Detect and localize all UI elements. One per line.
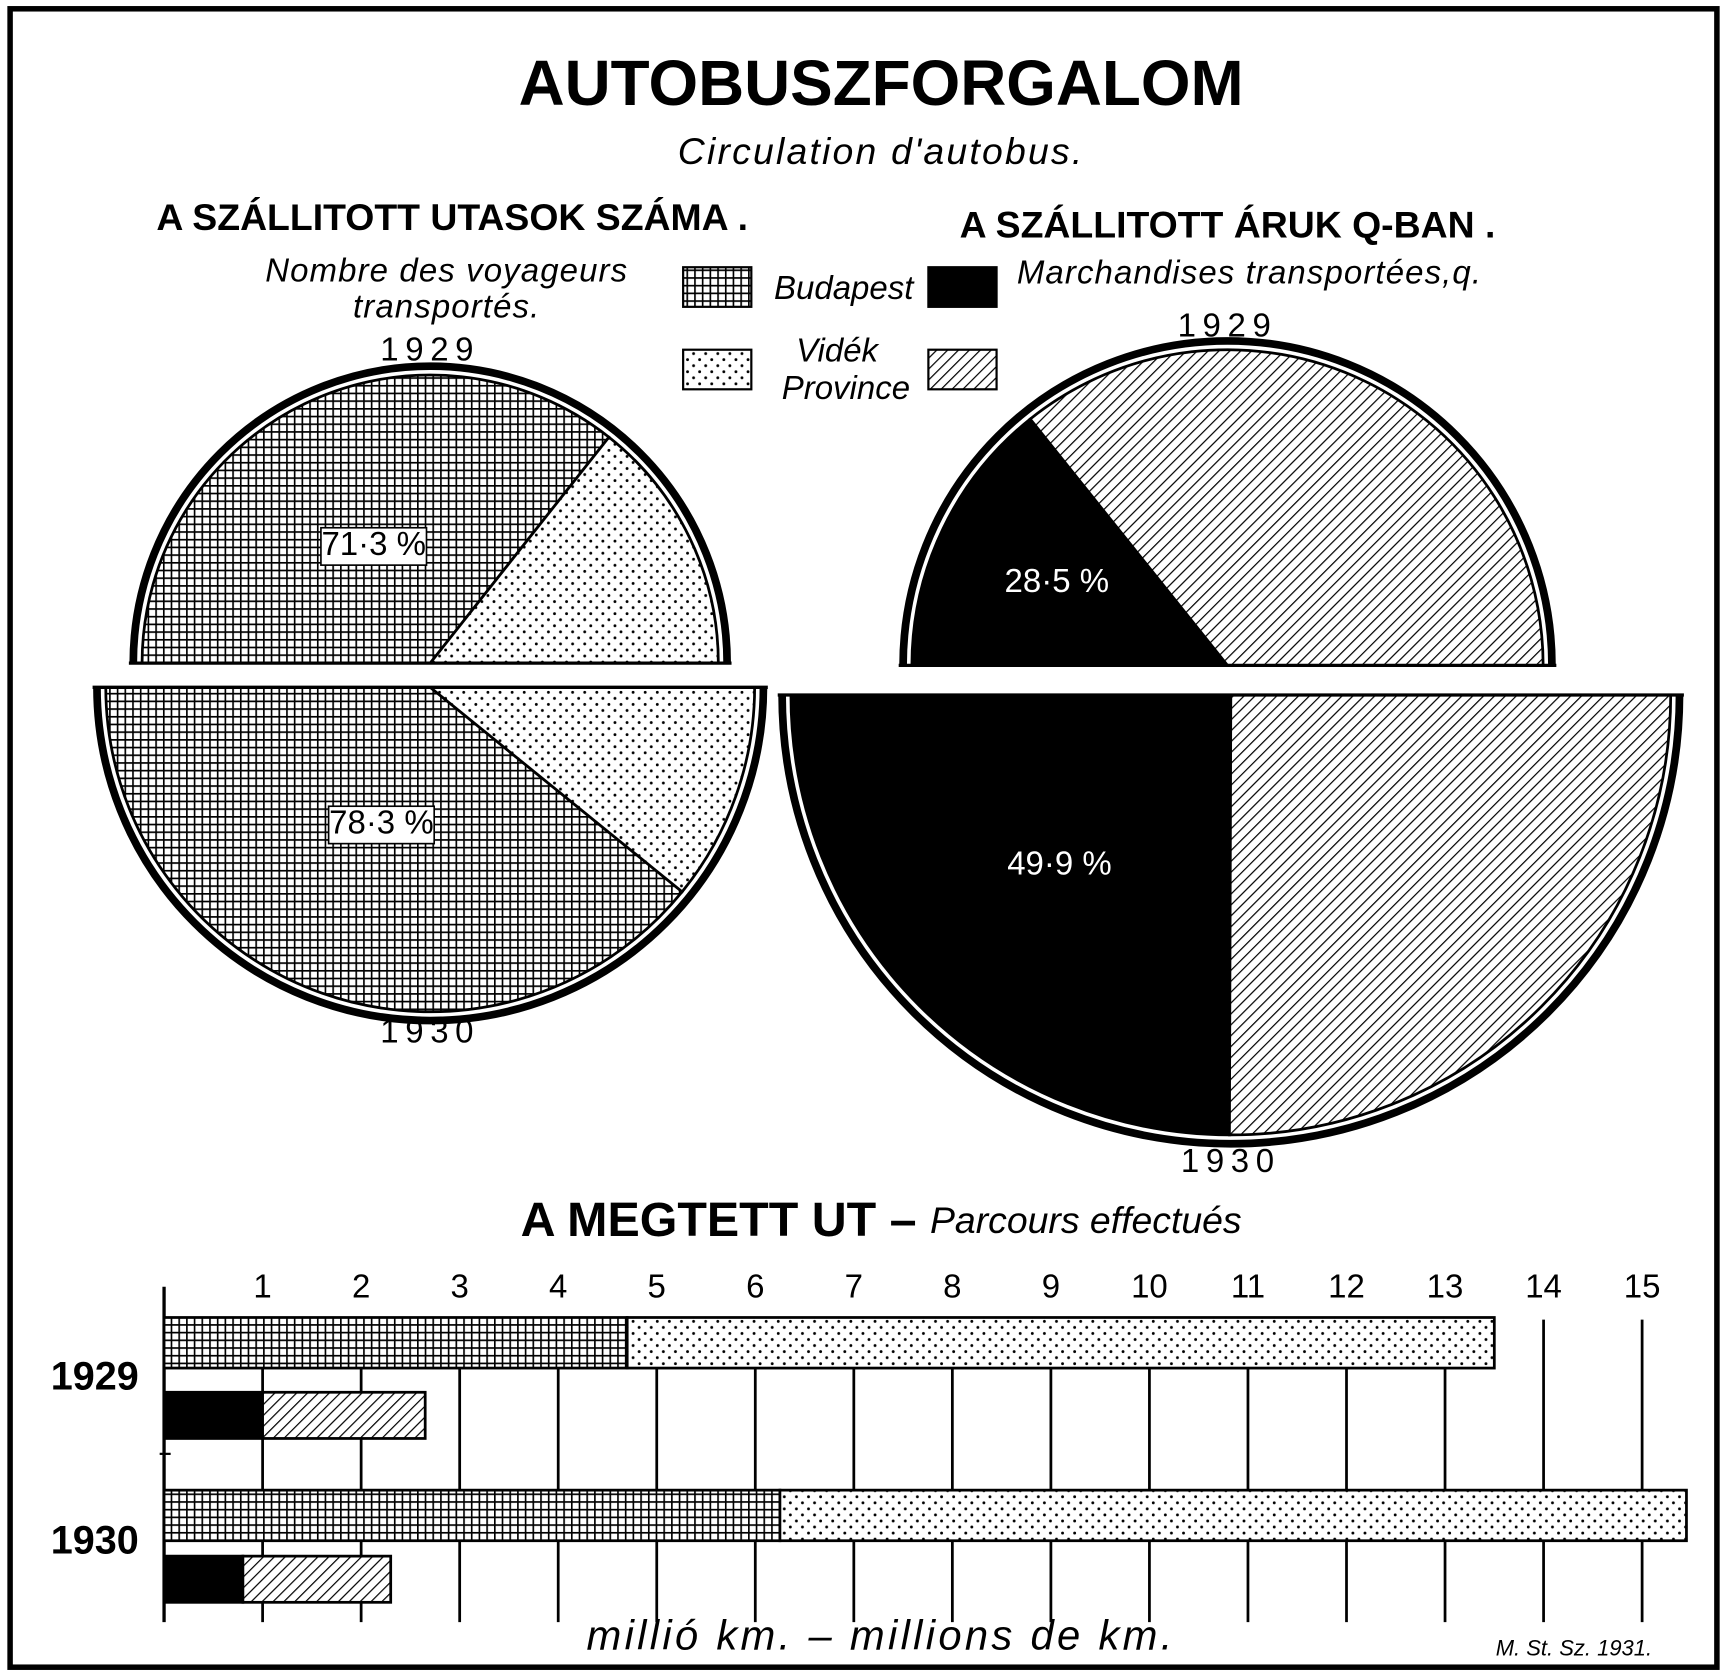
x-tick-label: 10 <box>1131 1268 1168 1305</box>
value-label: 49·9 % <box>1007 845 1112 882</box>
pie-slice <box>1028 348 1545 667</box>
legend-label: Vidék <box>796 332 879 369</box>
pie-slice <box>1228 693 1673 1137</box>
legend: Budapest Vidék Province <box>682 266 998 406</box>
year-label: 1929 <box>1178 306 1278 343</box>
pie-slice <box>910 417 1231 667</box>
pie-slice <box>789 693 1233 1137</box>
x-tick-label: 5 <box>648 1268 666 1305</box>
x-tick-label: 6 <box>746 1268 764 1305</box>
x-tick-label: 4 <box>549 1268 567 1305</box>
pie-rim <box>778 695 1684 1148</box>
value-label: 78·3 % <box>329 804 434 841</box>
x-tick-label: 9 <box>1042 1268 1060 1305</box>
bar <box>162 1488 782 1543</box>
x-tick-label: 15 <box>1624 1268 1661 1305</box>
bar <box>162 1554 245 1604</box>
x-tick-label: 11 <box>1231 1268 1265 1305</box>
pie-rim <box>899 337 1556 666</box>
year-label: 1930 <box>1181 1142 1281 1179</box>
chart-subtitle: Nombre des voyageurs <box>265 251 628 288</box>
legend-swatch <box>927 266 998 308</box>
main-title: AUTOBUSZFORGALOM <box>519 47 1244 119</box>
year-label: 1930 <box>380 1012 480 1049</box>
x-tick-label: 14 <box>1525 1268 1562 1305</box>
bar <box>778 1488 1688 1543</box>
bar <box>162 1390 264 1440</box>
credit: M. St. Sz. 1931. <box>1496 1635 1652 1660</box>
legend-label: Budapest <box>774 269 915 306</box>
pie-rim <box>93 687 768 1025</box>
bar <box>241 1554 393 1604</box>
chart-title: A MEGTETT UT – Parcours effectués <box>521 1193 1242 1247</box>
pie-slice <box>104 685 685 1014</box>
legend-swatch <box>682 348 753 391</box>
value-label-box <box>320 526 428 566</box>
pie-slice <box>140 373 611 665</box>
y-tick-label: 1930 <box>51 1518 139 1562</box>
legend-label: Province <box>782 369 910 406</box>
title-sub: Parcours effectués <box>930 1199 1242 1241</box>
chart-subtitle: transportés. <box>353 288 540 325</box>
value-label-box <box>327 805 436 845</box>
pie-slice <box>427 435 720 665</box>
x-tick-label: 8 <box>943 1268 961 1305</box>
chart-title: A SZÁLLITOTT ÁRUK Q-BAN . <box>960 204 1496 246</box>
title-main: A MEGTETT UT – <box>521 1193 917 1247</box>
bar <box>162 1316 629 1370</box>
pie-slice <box>426 685 757 894</box>
x-tick-label: 12 <box>1328 1268 1365 1305</box>
x-tick-label: 13 <box>1427 1268 1464 1305</box>
chart-subtitle: Marchandises transportées,q. <box>1017 254 1482 291</box>
pie-rim <box>129 362 731 664</box>
bar <box>261 1390 427 1440</box>
bar <box>625 1316 1496 1370</box>
chart-title: A SZÁLLITOTT UTASOK SZÁMA . <box>156 196 748 238</box>
year-label: 1929 <box>380 331 480 368</box>
legend-swatch <box>927 348 998 391</box>
x-tick-label: 1 <box>253 1268 271 1305</box>
x-tick-label: 3 <box>450 1268 468 1305</box>
x-tick-label: 7 <box>845 1268 863 1305</box>
x-tick-label: 2 <box>352 1268 370 1305</box>
y-tick-label: 1929 <box>51 1355 139 1399</box>
x-axis-label: millió km. – millions de km. <box>586 1612 1175 1659</box>
value-label: 71·3 % <box>321 525 426 562</box>
value-label: 28·5 % <box>1005 562 1110 599</box>
main-subtitle: Circulation d'autobus. <box>678 130 1085 172</box>
legend-swatch <box>682 266 753 308</box>
